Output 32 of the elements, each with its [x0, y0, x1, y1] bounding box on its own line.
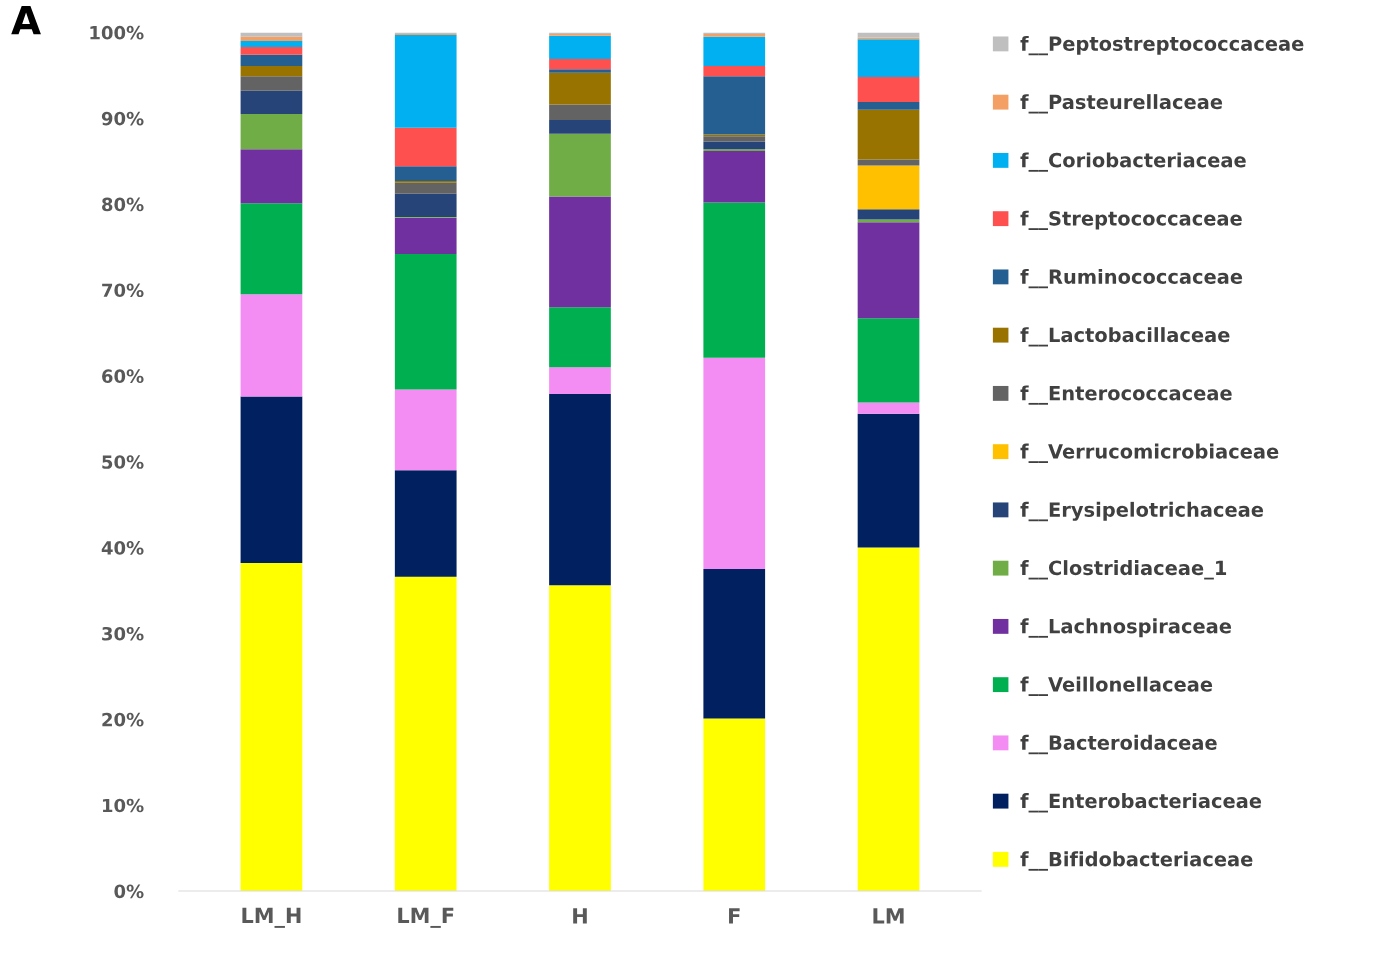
legend-label: f__Verrucomicrobiaceae — [1020, 443, 1279, 463]
x-tick-label: H — [573, 908, 587, 924]
y-tick-label: 60% — [102, 369, 144, 383]
legend-label: f__Enterobacteriaceae — [1020, 793, 1262, 813]
y-tick-label: 80% — [102, 197, 144, 212]
x-tick-label: LM_F — [398, 907, 454, 928]
legend-label: f__Ruminococcaceae — [1020, 268, 1243, 289]
x-tick-label: LM_H — [242, 907, 301, 928]
legend-label: f__Bacteroidaceae — [1020, 734, 1217, 755]
y-tick-label: 0% — [114, 884, 144, 899]
y-tick-label: 40% — [101, 541, 144, 555]
y-tick-label: 50% — [102, 455, 144, 469]
legend-label: f__Erysipelotrichaceae — [1020, 501, 1264, 522]
legend-label: f__Enterococcaceae — [1020, 385, 1232, 405]
legend-label: f__Peptostreptococcaceae — [1020, 35, 1304, 56]
legend-label: f__Lachnospiraceae — [1020, 618, 1232, 638]
text: A — [11, 5, 41, 35]
y-tick-label: 70% — [102, 283, 144, 298]
y-tick-label: 100% — [90, 25, 144, 40]
legend-label: f__Clostridiaceae_1 — [1020, 560, 1227, 580]
x-tick-label: F — [729, 908, 740, 924]
y-tick-label: 10% — [102, 798, 144, 813]
legend-label: f__Pasteurellaceae — [1020, 94, 1223, 114]
legend-label: f__Lactobacillaceae — [1020, 327, 1230, 347]
legend-label: f__Veillonellaceae — [1020, 676, 1213, 696]
y-tick-label: 20% — [102, 712, 144, 727]
x-tick-label: LM — [873, 908, 904, 924]
legend-label: f__Coriobacteriaceae — [1020, 152, 1246, 172]
y-tick-label: 30% — [102, 626, 144, 641]
y-tick-label: 90% — [101, 111, 144, 126]
legend-label: f__Streptococcaceae — [1020, 210, 1242, 230]
legend-label: f__Bifidobacteriaceae — [1020, 851, 1253, 871]
